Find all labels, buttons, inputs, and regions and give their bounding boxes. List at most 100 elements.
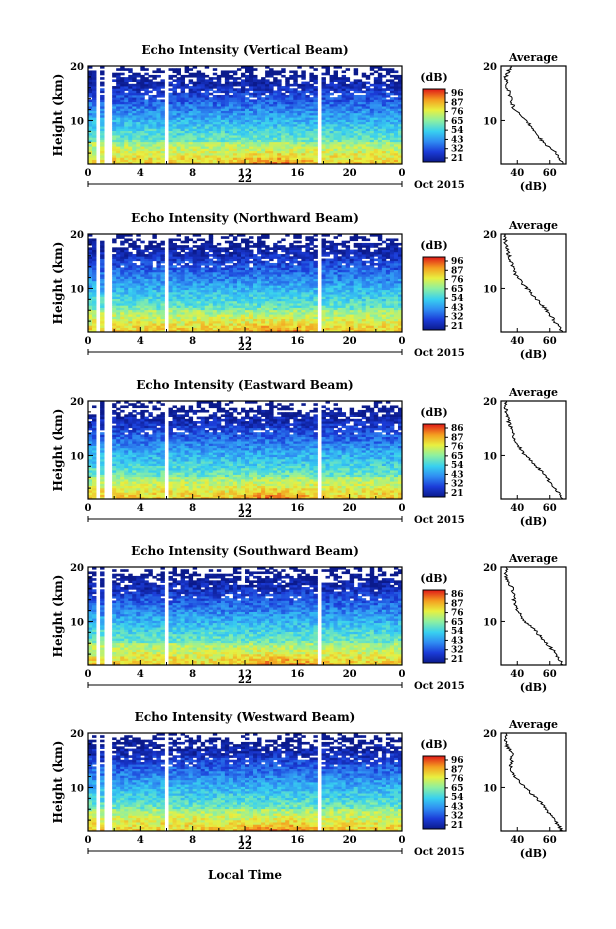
heatmap-cell — [88, 121, 93, 125]
heatmap-cell — [265, 66, 270, 69]
heatmap-cell — [132, 90, 137, 94]
heatmap-cell — [313, 110, 318, 114]
heatmap-cell — [397, 159, 403, 163]
heatmap-cell — [212, 115, 218, 118]
heatmap-cell — [305, 121, 310, 125]
heatmap-cell — [240, 119, 246, 123]
heatmap-cell — [184, 83, 190, 87]
heatmap-cell — [216, 152, 222, 156]
heatmap-cell — [301, 115, 306, 118]
heatmap-cell — [361, 119, 367, 123]
heatmap-cell — [349, 143, 355, 147]
heatmap-cell — [172, 157, 177, 160]
heatmap-cell — [341, 157, 347, 160]
heatmap-cell — [100, 152, 105, 156]
heatmap-cell — [269, 115, 274, 118]
heatmap-cell — [224, 132, 230, 136]
heatmap-cell — [345, 110, 351, 114]
heatmap-cell — [116, 68, 121, 71]
heatmap-cell — [112, 307, 117, 311]
heatmap-cell — [120, 256, 125, 259]
heatmap-cell — [228, 150, 234, 154]
heatmap-cell — [92, 161, 97, 165]
heatmap-cell — [120, 143, 125, 147]
heatmap-cell — [249, 141, 254, 145]
heatmap-cell — [120, 311, 125, 315]
heatmap-cell — [369, 72, 375, 76]
heatmap-cell — [281, 110, 286, 114]
heatmap-cell — [257, 90, 262, 94]
heatmap-cell — [389, 90, 395, 94]
heatmap-cell — [341, 150, 347, 154]
heatmap-cell — [373, 121, 379, 125]
heatmap-cell — [208, 106, 214, 109]
heatmap-cell — [128, 159, 133, 163]
heatmap-cell — [261, 143, 266, 147]
heatmap-cell — [120, 157, 125, 160]
heatmap-cell — [208, 123, 214, 127]
heatmap-cell — [144, 108, 149, 111]
heatmap-cell — [180, 92, 186, 96]
heatmap-cell — [192, 137, 198, 140]
heatmap-cell — [208, 150, 214, 154]
heatmap-cell — [100, 66, 105, 69]
heatmap-cell — [265, 126, 270, 129]
heatmap-cell — [196, 150, 202, 154]
heatmap-cell — [228, 137, 234, 140]
heatmap-cell — [132, 101, 137, 105]
heatmap-cell — [176, 103, 181, 107]
heatmap-cell — [345, 92, 351, 96]
heatmap-cell — [92, 115, 97, 118]
heatmap-cell — [208, 128, 214, 131]
heatmap-cell — [88, 66, 93, 69]
heatmap-cell — [200, 139, 206, 143]
heatmap-cell — [273, 77, 278, 80]
heatmap-cell — [357, 135, 363, 138]
heatmap-cell — [184, 132, 190, 136]
heatmap-cell — [196, 106, 202, 109]
heatmap-cell — [88, 159, 93, 163]
heatmap-cell — [136, 121, 141, 125]
heatmap-cell — [309, 72, 314, 76]
heatmap-cell — [269, 141, 274, 145]
heatmap-cell — [301, 121, 306, 125]
heatmap-cell — [100, 106, 105, 109]
heatmap-cell — [289, 103, 294, 107]
heatmap-cell — [172, 90, 177, 94]
heatmap-cell — [136, 108, 141, 111]
heatmap-cell — [124, 329, 129, 333]
heatmap-cell — [269, 81, 274, 85]
heatmap-cell — [377, 112, 383, 116]
heatmap-cell — [188, 150, 194, 154]
heatmap-cell — [136, 152, 141, 156]
heatmap-cell — [353, 143, 359, 147]
heatmap-cell — [192, 115, 198, 118]
heatmap-cell — [192, 90, 198, 94]
heatmap-cell — [245, 126, 250, 129]
heatmap-cell — [196, 94, 202, 98]
heatmap-cell — [156, 94, 161, 98]
heatmap-cell — [88, 94, 93, 98]
heatmap-cell — [92, 296, 97, 299]
heatmap-cell — [224, 81, 230, 85]
heatmap-cell — [232, 83, 238, 87]
heatmap-cell — [381, 148, 387, 152]
heatmap-cell — [353, 152, 359, 156]
heatmap-cell — [397, 126, 403, 129]
heatmap-cell — [120, 139, 125, 143]
heatmap-cell — [357, 83, 363, 87]
heatmap-cell — [180, 157, 186, 160]
heatmap-cell — [381, 150, 387, 154]
heatmap-cell — [325, 101, 330, 105]
heatmap-cell — [329, 143, 334, 147]
heatmap-cell — [297, 86, 302, 89]
heatmap-cell — [325, 148, 330, 152]
heatmap-cell — [373, 106, 379, 109]
heatmap-cell — [156, 112, 161, 116]
heatmap-cell — [325, 146, 330, 149]
heatmap-cell — [269, 157, 274, 160]
heatmap-cell — [337, 159, 343, 163]
heatmap-cell — [144, 72, 149, 76]
heatmap-cell — [156, 88, 161, 91]
heatmap-cell — [120, 110, 125, 114]
